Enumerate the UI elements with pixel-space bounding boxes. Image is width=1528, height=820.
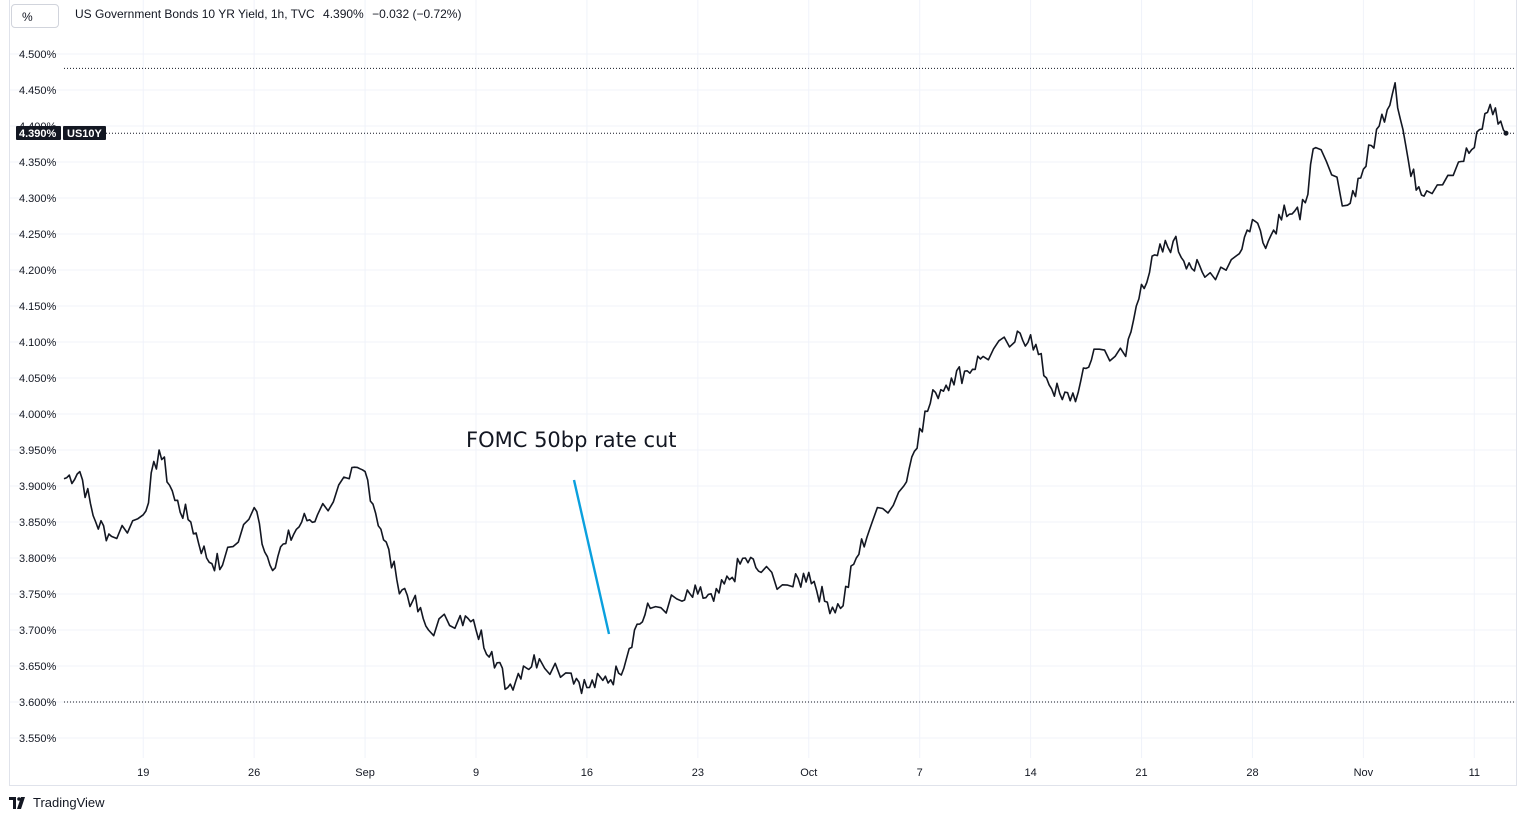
y-axis: 3.550% 3.600% 3.650% 3.700% 3.750% 3.800% 3.85… <box>19 49 57 745</box>
x-tick-label: 28 <box>1246 767 1258 779</box>
x-tick-label: 9 <box>473 767 479 779</box>
y-tick-label: 4.050% <box>19 373 57 385</box>
x-tick-label: 26 <box>248 767 260 779</box>
x-tick-label: Oct <box>800 767 817 779</box>
y-tick-label: 4.450% <box>19 85 57 97</box>
unit-selector[interactable]: % <box>11 4 59 28</box>
x-tick-label: 7 <box>917 767 923 779</box>
y-tick-label: 3.850% <box>19 517 57 529</box>
x-tick-label: 19 <box>137 767 149 779</box>
fomc-arrow <box>572 479 611 635</box>
last-value: 4.390% <box>323 7 364 21</box>
symbol-title: US Government Bonds 10 YR Yield, 1h, TVC <box>75 7 315 21</box>
price-tag-value-bg <box>16 126 61 140</box>
y-tick-label: 3.800% <box>19 553 57 565</box>
last-price-dot <box>1503 130 1509 136</box>
x-tick-label: 23 <box>692 767 704 779</box>
x-axis: 19 26 Sep 9 16 23 Oct 7 14 21 28 Nov 11 <box>137 767 1480 779</box>
y-tick-label: 3.700% <box>19 625 57 637</box>
reference-lines <box>64 67 1516 703</box>
y-tick-label: 4.200% <box>19 265 57 277</box>
x-tick-label: 16 <box>581 767 593 779</box>
y-tick-label: 4.500% <box>19 49 57 61</box>
y-tick-label: 4.100% <box>19 337 57 349</box>
chart-header: US Government Bonds 10 YR Yield, 1h, TVC… <box>75 7 466 21</box>
footer: TradingView <box>9 795 105 810</box>
y-tick-label: 4.300% <box>19 193 57 205</box>
price-tag-value: 4.390% <box>19 128 57 140</box>
x-tick-label: 11 <box>1469 767 1480 779</box>
yield-series-line <box>63 82 1507 695</box>
grid-lines <box>10 0 1516 758</box>
x-tick-label: Nov <box>1354 767 1374 779</box>
brand-label: TradingView <box>33 795 105 810</box>
y-tick-label: 3.900% <box>19 481 57 493</box>
y-tick-label: 4.250% <box>19 229 57 241</box>
price-tag-symbol-bg <box>63 126 106 140</box>
fomc-annotation: FOMC 50bp rate cut <box>466 428 677 452</box>
price-tag: 4.390% US10Y <box>16 126 106 140</box>
y-tick-label: 3.600% <box>19 697 57 709</box>
y-tick-label: 4.350% <box>19 157 57 169</box>
chart-frame <box>9 0 1517 786</box>
x-tick-label: 14 <box>1024 767 1036 779</box>
x-tick-label: 21 <box>1135 767 1147 779</box>
y-tick-label: 4.150% <box>19 301 57 313</box>
x-tick-label: Sep <box>355 767 375 779</box>
change-value: −0.032 (−0.72%) <box>372 7 462 21</box>
y-tick-label: 4.000% <box>19 409 57 421</box>
y-tick-label: 3.550% <box>19 733 57 745</box>
y-tick-label: 3.750% <box>19 589 57 601</box>
price-tag-symbol: US10Y <box>67 128 103 140</box>
y-tick-label: 3.650% <box>19 661 57 673</box>
tradingview-logo-icon <box>9 796 25 809</box>
y-tick-label: 3.950% <box>19 445 57 457</box>
